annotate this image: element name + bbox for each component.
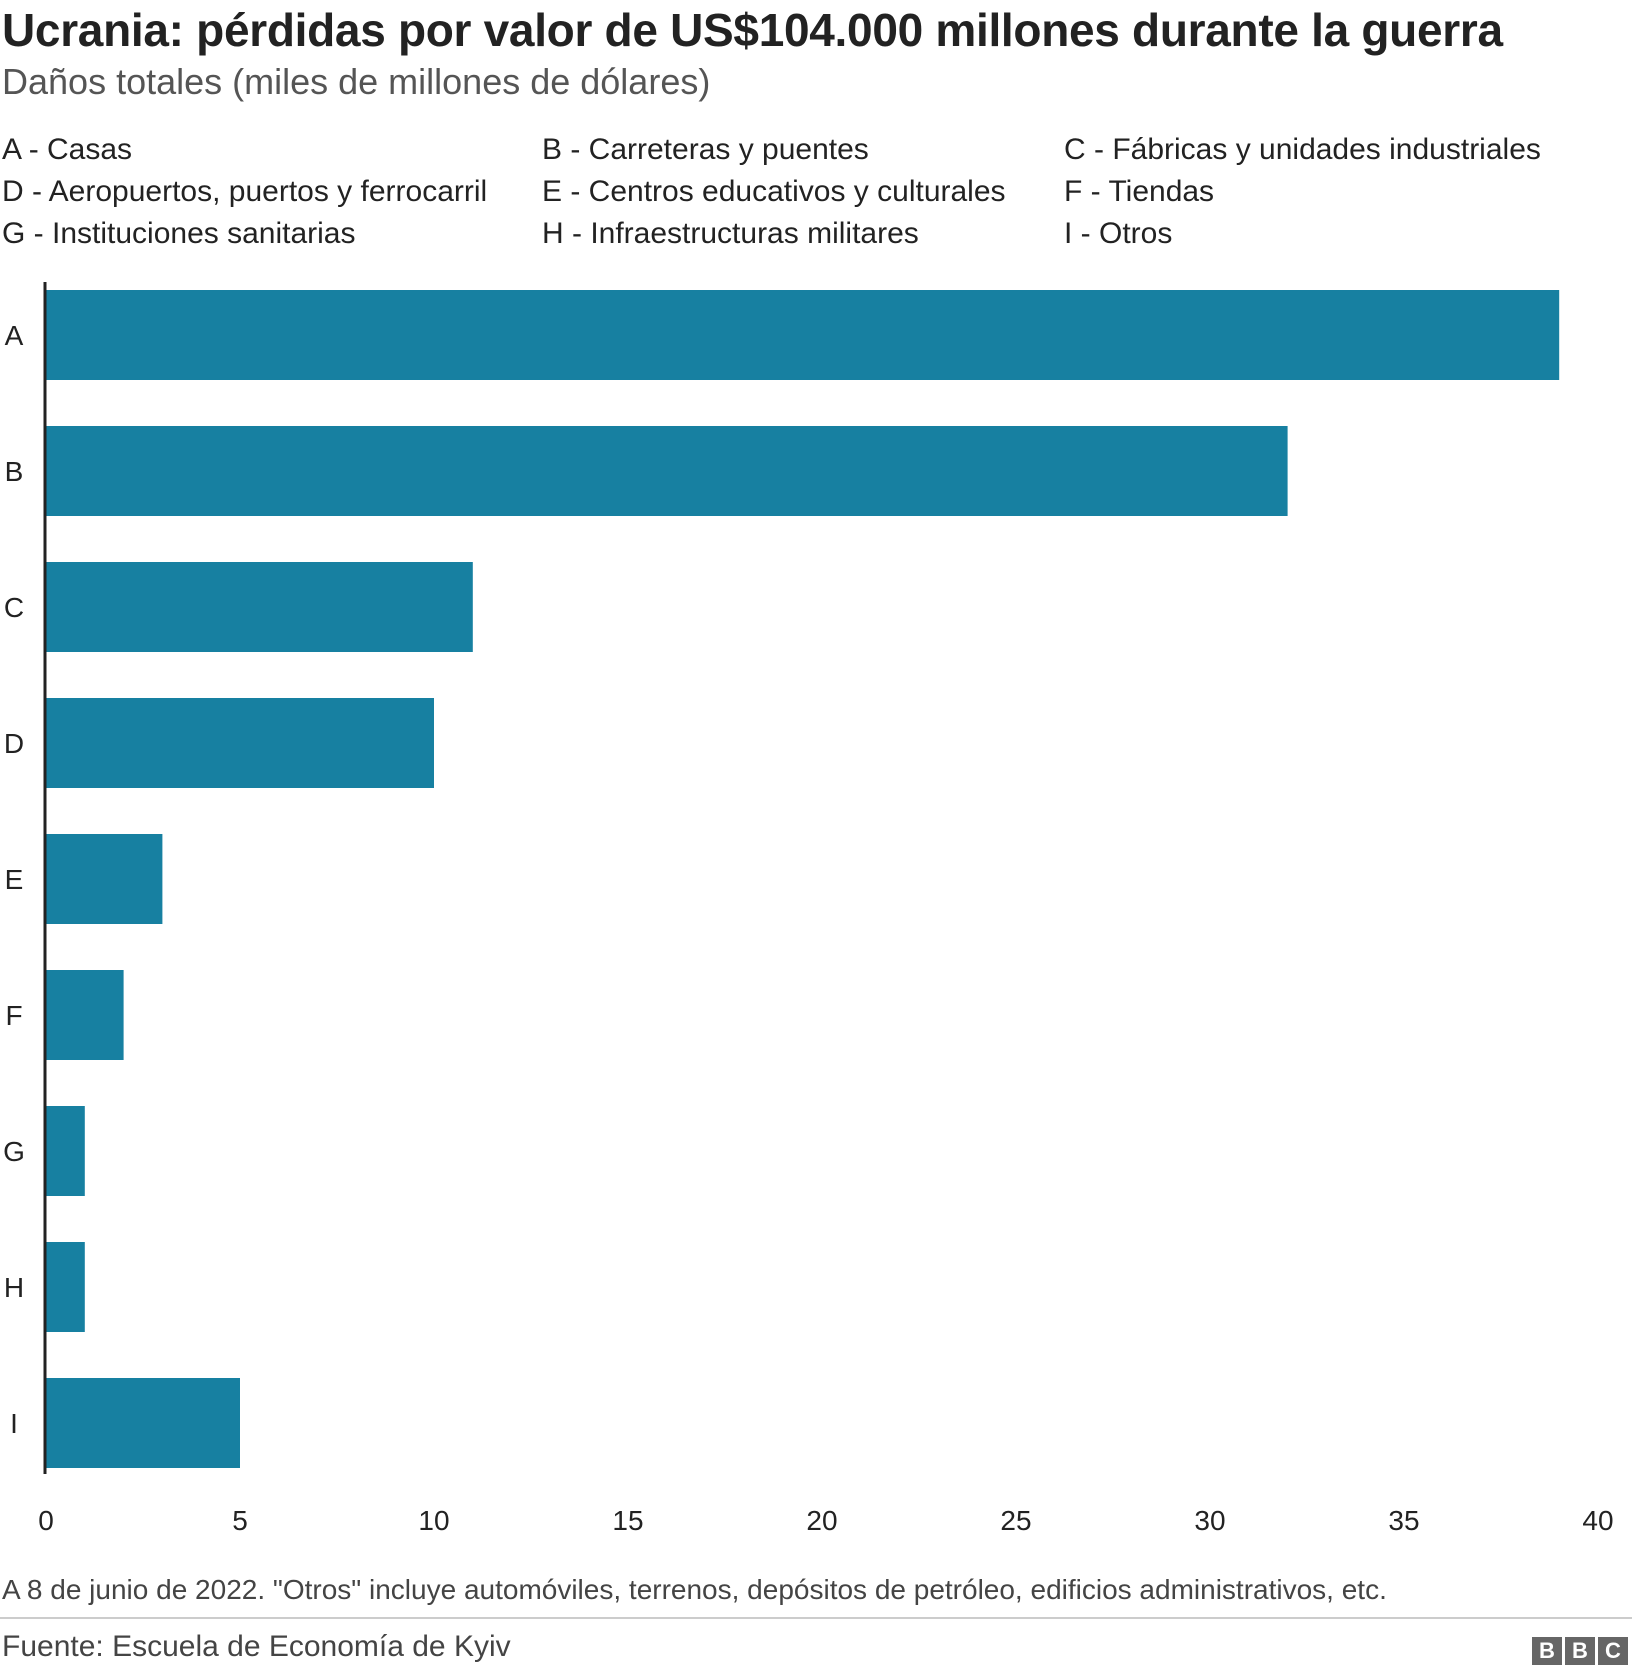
x-tick-label: 25 [1000,1505,1031,1536]
category-label-f: F [5,1000,22,1031]
legend-item-b: B - Carreteras y puentes [542,133,869,166]
source-note: Fuente: Escuela de Economía de Kyiv [2,1630,511,1663]
legend-item-c: C - Fábricas y unidades industriales [1064,133,1541,166]
legend-item-a: A - Casas [2,133,133,166]
category-label-d: D [4,728,24,759]
x-tick-label: 10 [418,1505,449,1536]
bar-f [46,970,124,1060]
bar-d [46,698,434,788]
bar-a [46,290,1560,380]
category-label-c: C [4,592,24,623]
legend: A - Casas B - Carreteras y puentes C - F… [0,130,1632,260]
x-tick-label: 35 [1388,1505,1419,1536]
legend-item-e: E - Centros educativos y culturales [542,175,1006,208]
bar-chart: A B C D E F G H I 0 5 10 15 20 25 30 35 40 [3,282,1614,1536]
chart-title: Ucrania: pérdidas por valor de US$104.00… [2,4,1503,56]
legend-item-d: D - Aeropuertos, puertos y ferrocarril [2,175,488,208]
bbc-logo: B B C [1532,1637,1628,1665]
category-label-e: E [5,864,24,895]
x-tick-label: 30 [1194,1505,1225,1536]
bar-i [46,1378,240,1468]
legend-item-h: H - Infraestructuras militares [542,217,919,250]
logo-letter: B [1532,1637,1562,1665]
footer-divider [0,1617,1632,1619]
legend-item-f: F - Tiendas [1064,175,1215,208]
bar-h [46,1242,85,1332]
category-label-i: I [10,1408,18,1439]
x-tick-label: 15 [612,1505,643,1536]
category-label-h: H [4,1272,24,1303]
x-tick-label: 5 [232,1505,248,1536]
footnote: A 8 de junio de 2022. "Otros" incluye au… [2,1574,1387,1605]
x-tick-label: 40 [1582,1505,1613,1536]
bar-b [46,426,1288,516]
bar-c [46,562,473,652]
chart-subtitle: Daños totales (miles de millones de dóla… [2,61,711,102]
legend-item-g: G - Instituciones sanitarias [2,217,356,250]
category-label-a: A [5,320,24,351]
category-label-b: B [5,456,24,487]
legend-item-i: I - Otros [1064,217,1173,250]
x-tick-label: 0 [38,1505,54,1536]
logo-letter: B [1565,1637,1595,1665]
bar-g [46,1106,85,1196]
x-tick-label: 20 [806,1505,837,1536]
logo-letter: C [1598,1637,1628,1665]
category-label-g: G [3,1136,25,1167]
bar-e [46,834,163,924]
